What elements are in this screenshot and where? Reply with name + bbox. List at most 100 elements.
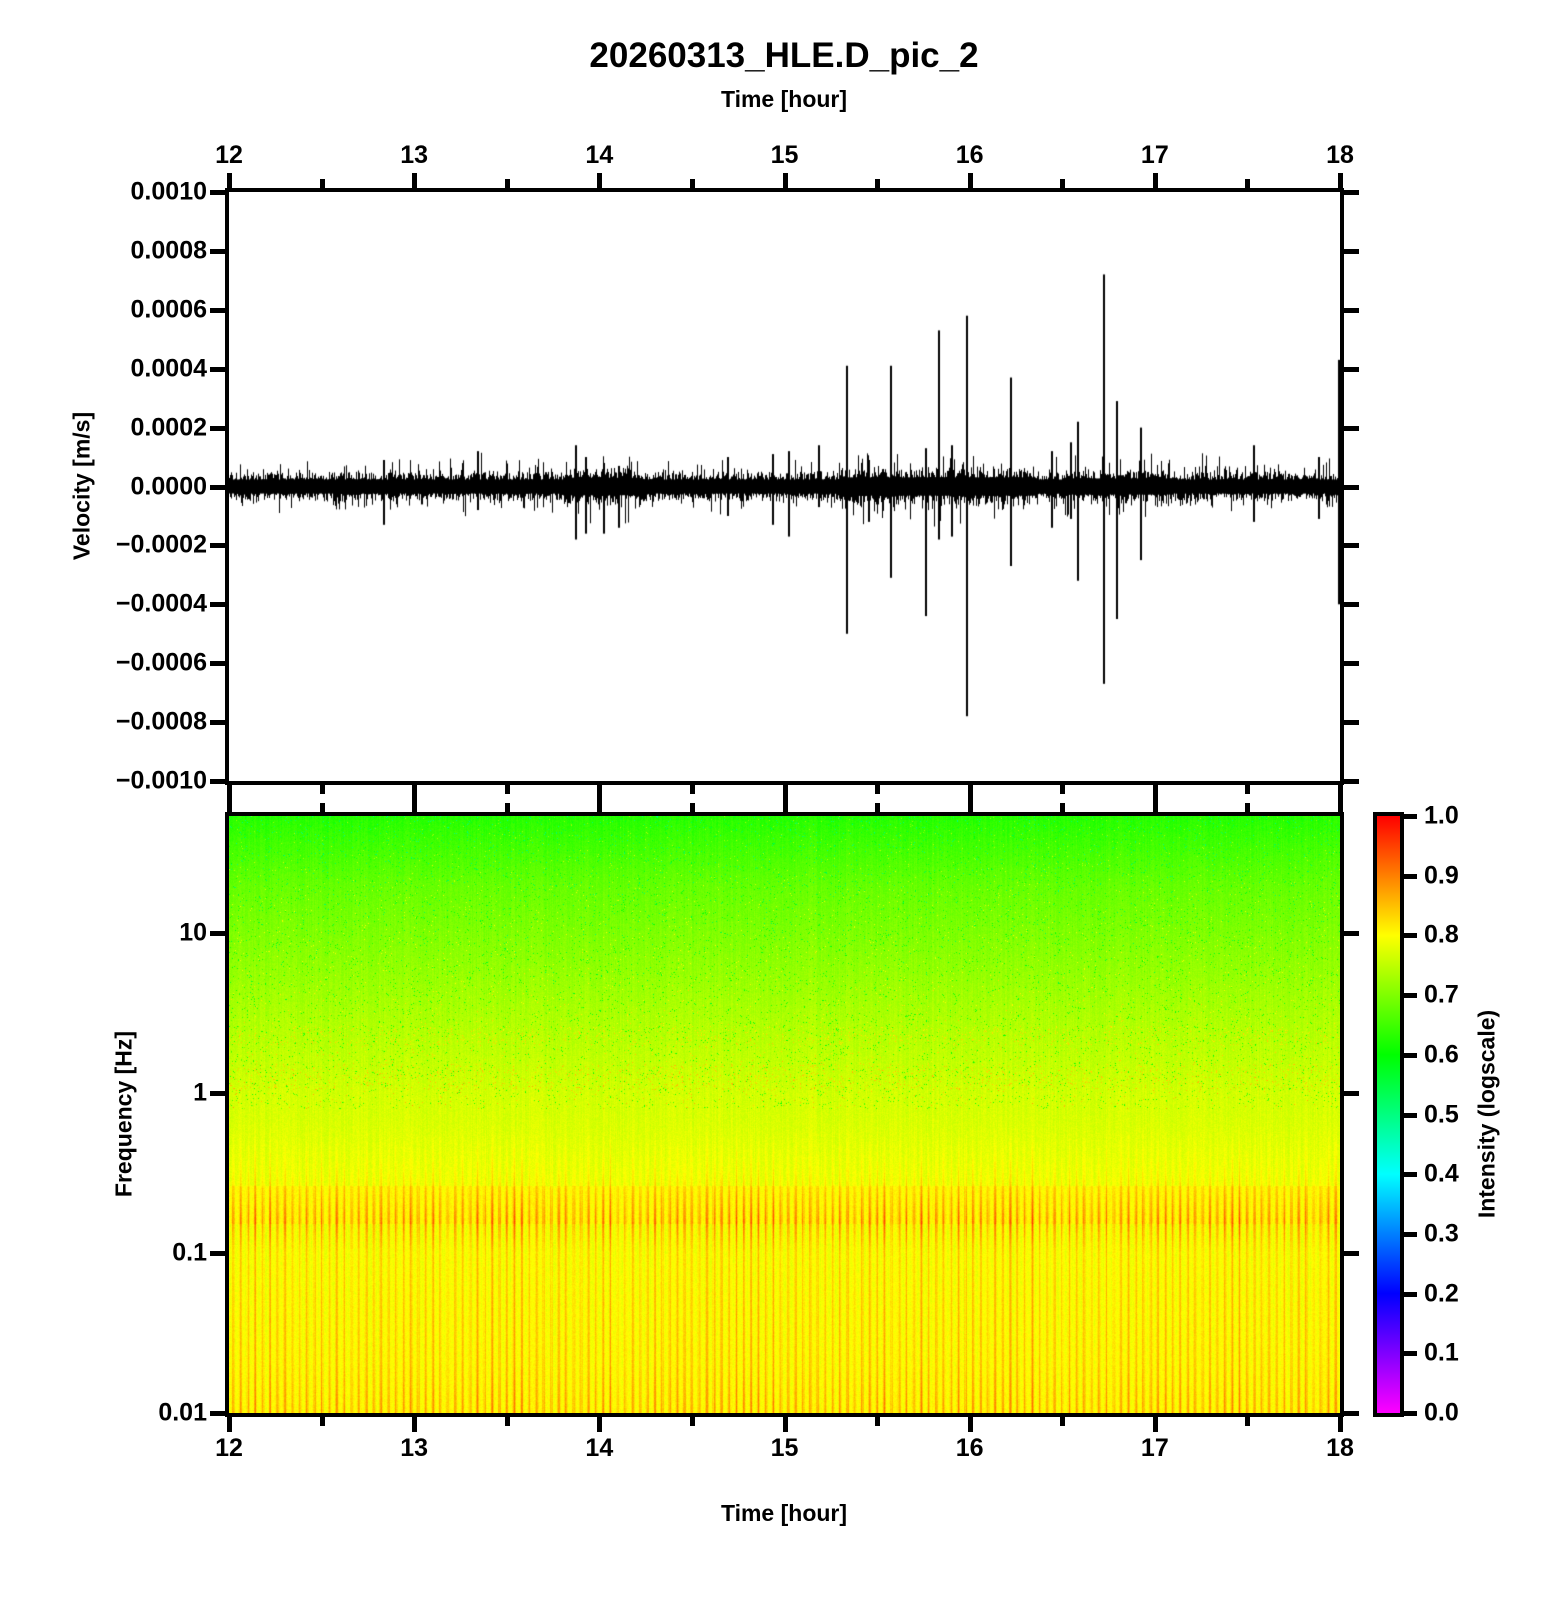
time-tick-seis-bottom xyxy=(1060,785,1065,794)
time-tick-spec-bottom xyxy=(875,1417,880,1426)
time-tick-seis-bottom xyxy=(783,785,788,800)
time-tick-spec-bottom xyxy=(1338,1417,1343,1432)
velocity-tick-left xyxy=(210,190,225,195)
colorbar-tick-label: 0.4 xyxy=(1424,1159,1459,1188)
velocity-tick-label: −0.0004 xyxy=(115,589,207,618)
top-time-tick-label: 12 xyxy=(215,141,243,169)
time-tick-top xyxy=(875,179,880,188)
frequency-tick-right xyxy=(1344,1411,1359,1416)
colorbar-axis-label: Intensity (logscale) xyxy=(1473,1009,1500,1219)
frequency-tick-label: 1 xyxy=(193,1078,207,1107)
seismogram-panel xyxy=(225,188,1344,785)
velocity-tick-right xyxy=(1344,779,1359,784)
time-tick-spec-top xyxy=(412,797,417,812)
bottom-time-tick-label: 18 xyxy=(1326,1434,1354,1462)
time-tick-spec-bottom xyxy=(968,1417,973,1432)
time-tick-spec-bottom xyxy=(320,1417,325,1426)
bottom-time-tick-label: 14 xyxy=(585,1434,614,1462)
time-tick-spec-bottom xyxy=(505,1417,510,1426)
time-tick-top xyxy=(597,173,602,188)
bottom-time-tick-label: 12 xyxy=(215,1434,243,1462)
velocity-tick-right xyxy=(1344,249,1359,254)
time-tick-seis-bottom xyxy=(505,785,510,794)
top-time-tick-label: 17 xyxy=(1140,141,1169,169)
time-tick-spec-top xyxy=(1338,797,1343,812)
top-time-axis-label: Time [hour] xyxy=(720,86,848,112)
colorbar-gradient xyxy=(1377,816,1400,1413)
frequency-tick-left xyxy=(210,1411,225,1416)
time-tick-seis-bottom xyxy=(1245,785,1250,794)
colorbar-tick-label: 0.5 xyxy=(1424,1100,1459,1128)
time-tick-spec-bottom xyxy=(412,1417,417,1432)
velocity-tick-right xyxy=(1344,602,1359,607)
velocity-tick-left xyxy=(210,661,225,666)
frequency-tick-right xyxy=(1344,1251,1359,1256)
colorbar xyxy=(1373,812,1404,1417)
colorbar-tick xyxy=(1404,1172,1417,1177)
velocity-tick-label: 0.0000 xyxy=(130,472,207,500)
velocity-tick-label: −0.0002 xyxy=(115,530,207,559)
time-tick-spec-top xyxy=(320,803,325,812)
bottom-time-axis-label: Time [hour] xyxy=(720,1500,848,1526)
colorbar-tick xyxy=(1404,993,1417,998)
time-tick-spec-top xyxy=(1245,803,1250,812)
spectrogram-image xyxy=(229,816,1340,1413)
velocity-tick-right xyxy=(1344,485,1359,490)
time-tick-spec-bottom xyxy=(227,1417,232,1432)
time-tick-seis-bottom xyxy=(875,785,880,794)
colorbar-tick xyxy=(1404,1292,1417,1297)
top-time-tick-label: 15 xyxy=(770,141,799,169)
frequency-tick-label: 10 xyxy=(179,918,207,947)
velocity-tick-left xyxy=(210,543,225,548)
velocity-tick-label: 0.0004 xyxy=(130,354,207,383)
velocity-tick-right xyxy=(1344,190,1359,195)
time-tick-seis-bottom xyxy=(968,785,973,800)
frequency-axis-label: Frequency [Hz] xyxy=(110,1030,137,1198)
colorbar-tick-label: 0.1 xyxy=(1424,1338,1459,1367)
frequency-tick-left xyxy=(210,931,225,936)
velocity-tick-right xyxy=(1344,426,1359,431)
colorbar-tick-label: 0.0 xyxy=(1424,1398,1459,1427)
top-time-tick-label: 13 xyxy=(400,141,429,169)
velocity-tick-right xyxy=(1344,661,1359,666)
colorbar-tick xyxy=(1404,1232,1417,1237)
time-tick-spec-bottom xyxy=(1153,1417,1158,1432)
velocity-tick-right xyxy=(1344,543,1359,548)
velocity-tick-label: −0.0006 xyxy=(115,648,207,677)
velocity-tick-label: −0.0008 xyxy=(115,707,207,736)
velocity-tick-label: 0.0002 xyxy=(130,413,207,442)
colorbar-tick-label: 0.3 xyxy=(1424,1219,1459,1248)
time-tick-top xyxy=(412,173,417,188)
bottom-time-tick-label: 17 xyxy=(1140,1434,1169,1462)
top-time-tick-label: 18 xyxy=(1326,141,1354,169)
time-tick-top xyxy=(1153,173,1158,188)
colorbar-tick-label: 0.2 xyxy=(1424,1279,1459,1308)
velocity-tick-right xyxy=(1344,308,1359,313)
time-tick-spec-top xyxy=(1060,803,1065,812)
top-time-tick-label: 16 xyxy=(955,141,984,169)
time-tick-top xyxy=(1245,179,1250,188)
velocity-tick-right xyxy=(1344,367,1359,372)
time-tick-spec-top xyxy=(783,797,788,812)
time-tick-spec-top xyxy=(597,797,602,812)
bottom-time-tick-label: 13 xyxy=(400,1434,429,1462)
colorbar-tick xyxy=(1404,1351,1417,1356)
top-time-tick-label: 14 xyxy=(585,141,614,169)
time-tick-top xyxy=(783,173,788,188)
colorbar-tick xyxy=(1404,1411,1417,1416)
colorbar-tick xyxy=(1404,933,1417,938)
time-tick-top xyxy=(1338,173,1343,188)
spectrogram-panel xyxy=(225,812,1344,1417)
colorbar-tick-label: 0.8 xyxy=(1424,920,1459,949)
colorbar-tick xyxy=(1404,874,1417,879)
colorbar-tick-label: 1.0 xyxy=(1424,801,1459,830)
time-tick-seis-bottom xyxy=(597,785,602,800)
bottom-time-tick-label: 15 xyxy=(770,1434,799,1462)
time-tick-spec-top xyxy=(875,803,880,812)
velocity-tick-left xyxy=(210,426,225,431)
time-tick-spec-top xyxy=(968,797,973,812)
velocity-tick-label: 0.0008 xyxy=(130,236,207,265)
time-tick-top xyxy=(505,179,510,188)
time-tick-top xyxy=(968,173,973,188)
time-tick-spec-bottom xyxy=(597,1417,602,1432)
